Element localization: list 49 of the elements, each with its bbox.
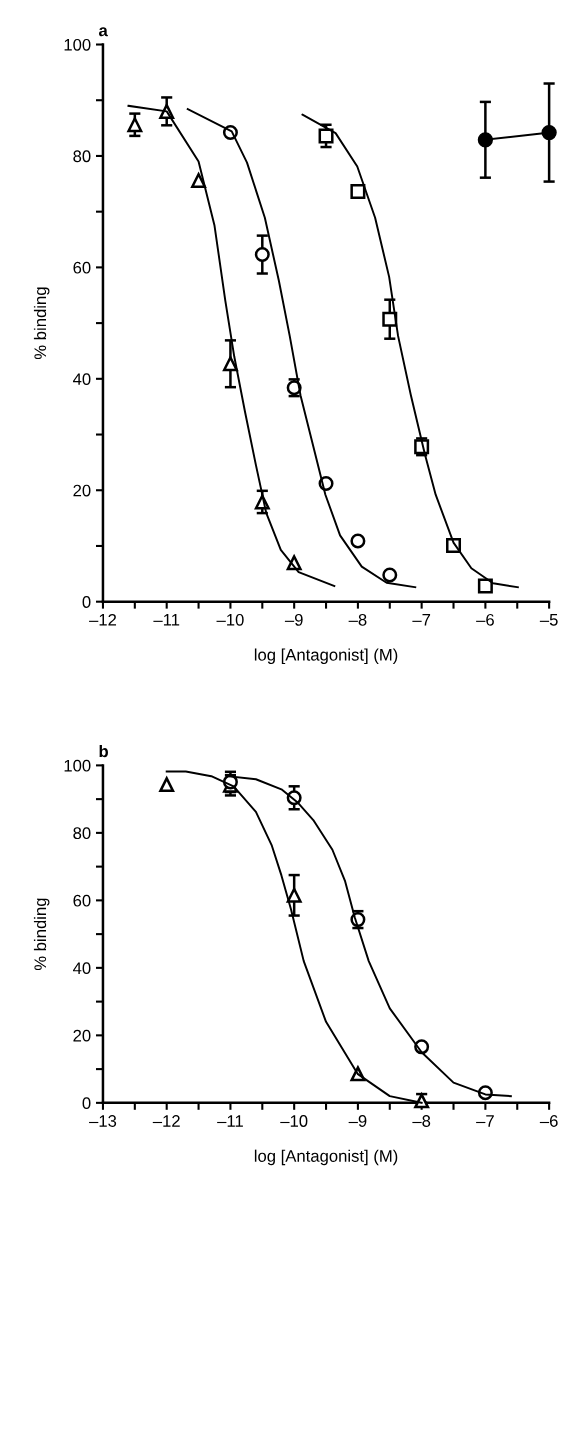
point [350,533,366,549]
x-tick-label: –9 [348,1115,367,1127]
x-tick-label: –9 [284,613,303,626]
point [541,124,557,141]
x-tick-label: –11 [153,614,180,626]
y-tick-label: 20 [73,1029,91,1042]
y-tick-label: 40 [73,962,91,975]
x-tick-label: –7 [476,1115,494,1127]
x-tick-label: –12 [89,613,117,626]
y-axis-title: % binding [33,287,50,360]
line-series [186,108,417,589]
x-tick-label: –8 [412,1115,431,1127]
point [382,567,398,583]
x-tick-label: –10 [280,1115,308,1127]
y-tick-label: 100 [64,759,91,772]
y-tick-label: 0 [82,1097,91,1110]
point [127,117,143,133]
point [477,132,494,148]
x-tick-label: –11 [217,1115,243,1127]
x-tick-label: –8 [348,613,367,626]
chart-title: a [98,27,108,37]
x-axis-title: log [Antagonist] (M) [254,1149,398,1166]
y-axis-title: % binding [33,898,50,971]
point [477,578,493,594]
y-tick-label: 40 [73,373,91,386]
x-tick-label: –6 [539,1115,558,1127]
y-tick-label: 60 [73,261,91,274]
point [191,172,207,188]
x-tick-label: –6 [476,613,494,626]
x-tick-label: –7 [412,614,431,626]
chart-title: b [99,744,108,758]
y-tick-label: 0 [82,596,91,608]
point [350,184,366,200]
x-axis-title: log [Antagonist] (M) [254,648,398,665]
point [222,356,238,372]
x-tick-label: –5 [539,614,558,626]
y-tick-label: 60 [73,894,91,907]
y-tick-label: 100 [64,38,91,51]
x-tick-label: –10 [216,613,244,626]
point [286,887,302,903]
y-tick-label: 20 [73,484,91,497]
x-tick-label: –13 [89,1115,117,1127]
point [254,247,270,263]
point [318,128,334,144]
y-tick-label: 80 [73,827,91,840]
line-series [127,104,336,588]
point [159,777,175,793]
x-tick-label: –12 [152,1115,180,1127]
y-tick-label: 80 [73,150,91,163]
